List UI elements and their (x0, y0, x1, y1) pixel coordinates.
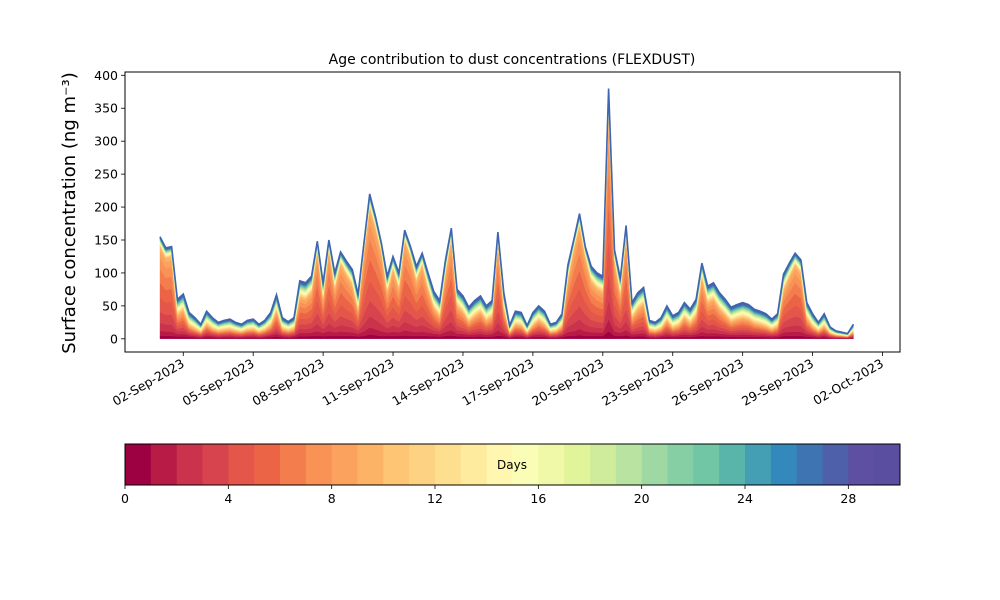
y-tick-label: 350 (94, 101, 118, 116)
colorbar-segment-7 (305, 444, 333, 485)
plot-area: 0 50 100 150 200 250 300 350 400 02-Sep-202305-Se… (94, 68, 901, 409)
age-band-29 (159, 88, 854, 334)
colorbar-segment-26 (796, 444, 823, 485)
x-tick-label: 26-Sep-2023 (669, 356, 746, 409)
age-band-17 (159, 100, 854, 336)
y-tick-label: 400 (94, 68, 118, 83)
y-tick-label: 100 (94, 265, 118, 280)
colorbar-tick-label: 0 (121, 491, 129, 506)
y-tick-label: 200 (94, 200, 118, 215)
colorbar-segment-21 (667, 444, 694, 485)
colorbar-label: Days (497, 458, 527, 472)
x-tick-label: 11-Sep-2023 (319, 356, 396, 409)
age-band-22 (159, 95, 854, 335)
colorbar-tick-label: 16 (530, 491, 546, 506)
age-band-15 (159, 102, 854, 336)
x-tick-label: 14-Sep-2023 (389, 356, 466, 409)
age-band-19 (159, 98, 854, 336)
y-tick-label: 250 (94, 167, 118, 182)
colorbar-tick-label: 28 (840, 491, 856, 506)
colorbar: 0 4 8 12 16 20 24 28 (121, 443, 901, 506)
colorbar-segment-13 (460, 444, 488, 485)
x-tick-label: 17-Sep-2023 (459, 356, 536, 409)
age-band-25 (159, 92, 854, 335)
age-band-26 (159, 91, 854, 335)
colorbar-segment-8 (331, 444, 358, 485)
colorbar-segment-9 (357, 444, 384, 485)
axes-frame (124, 71, 901, 353)
colorbar-segment-20 (641, 444, 668, 485)
colorbar-segment-12 (435, 444, 462, 485)
age-band-14 (159, 104, 854, 336)
colorbar-segment-18 (590, 444, 617, 485)
colorbar-tick-label: 8 (328, 491, 336, 506)
age-band-23 (159, 94, 854, 335)
y-tick-label: 50 (102, 298, 118, 313)
age-band-28 (159, 89, 854, 335)
colorbar-segment-6 (280, 444, 307, 485)
colorbar-segment-2 (176, 444, 203, 485)
colorbar-segment-24 (745, 444, 772, 485)
colorbar-segment-10 (383, 444, 410, 485)
colorbar-segment-29 (874, 444, 901, 485)
x-tick-label: 08-Sep-2023 (250, 356, 327, 409)
y-tick-label: 0 (110, 331, 118, 346)
colorbar-tick-label: 24 (737, 491, 753, 506)
x-tick-label: 20-Sep-2023 (529, 356, 606, 409)
colorbar-segment-17 (564, 444, 591, 485)
age-bands (159, 88, 854, 339)
x-tick-label: 02-Sep-2023 (110, 356, 187, 409)
colorbar-segment-25 (770, 444, 798, 485)
age-band-9 (159, 111, 854, 337)
chart-title: Age contribution to dust concentrations … (329, 52, 696, 68)
colorbar-tick-label: 12 (427, 491, 443, 506)
colorbar-segment-5 (254, 444, 281, 485)
colorbar-segment-28 (848, 444, 875, 485)
y-tick-label: 300 (94, 134, 118, 149)
colorbar-segment-23 (719, 444, 746, 485)
colorbar-segment-4 (228, 444, 255, 485)
total-line (159, 88, 855, 335)
y-tick-label: 150 (94, 233, 118, 248)
x-tick-label: 29-Sep-2023 (739, 356, 816, 409)
colorbar-segment-16 (538, 444, 565, 485)
y-axis-label: Surface concentration (ng m⁻³) (59, 72, 80, 354)
age-band-16 (159, 101, 854, 336)
colorbar-segment-0 (125, 444, 152, 485)
colorbar-tick-label: 4 (224, 491, 232, 506)
age-band-11 (159, 108, 854, 337)
age-band-18 (159, 99, 854, 336)
age-band-27 (159, 90, 854, 335)
age-band-12 (159, 106, 854, 337)
age-band-10 (159, 109, 854, 337)
age-band-20 (159, 97, 854, 335)
colorbar-segment-15 (512, 444, 539, 485)
age-band-24 (159, 93, 854, 335)
x-tick-label: 02-Oct-2023 (810, 356, 886, 408)
colorbar-segment-22 (693, 444, 720, 485)
x-tick-label: 23-Sep-2023 (599, 356, 676, 409)
x-tick-label: 05-Sep-2023 (180, 356, 257, 409)
colorbar-tick-label: 20 (634, 491, 650, 506)
colorbar-segment-3 (202, 444, 229, 485)
colorbar-frame (124, 443, 901, 486)
colorbar-segment-11 (409, 444, 436, 485)
colorbar-segment-1 (150, 444, 178, 485)
colorbar-segment-19 (615, 444, 643, 485)
colorbar-segment-14 (486, 444, 513, 485)
age-band-13 (159, 105, 854, 336)
age-band-21 (159, 96, 854, 335)
colorbar-segment-27 (822, 444, 849, 485)
